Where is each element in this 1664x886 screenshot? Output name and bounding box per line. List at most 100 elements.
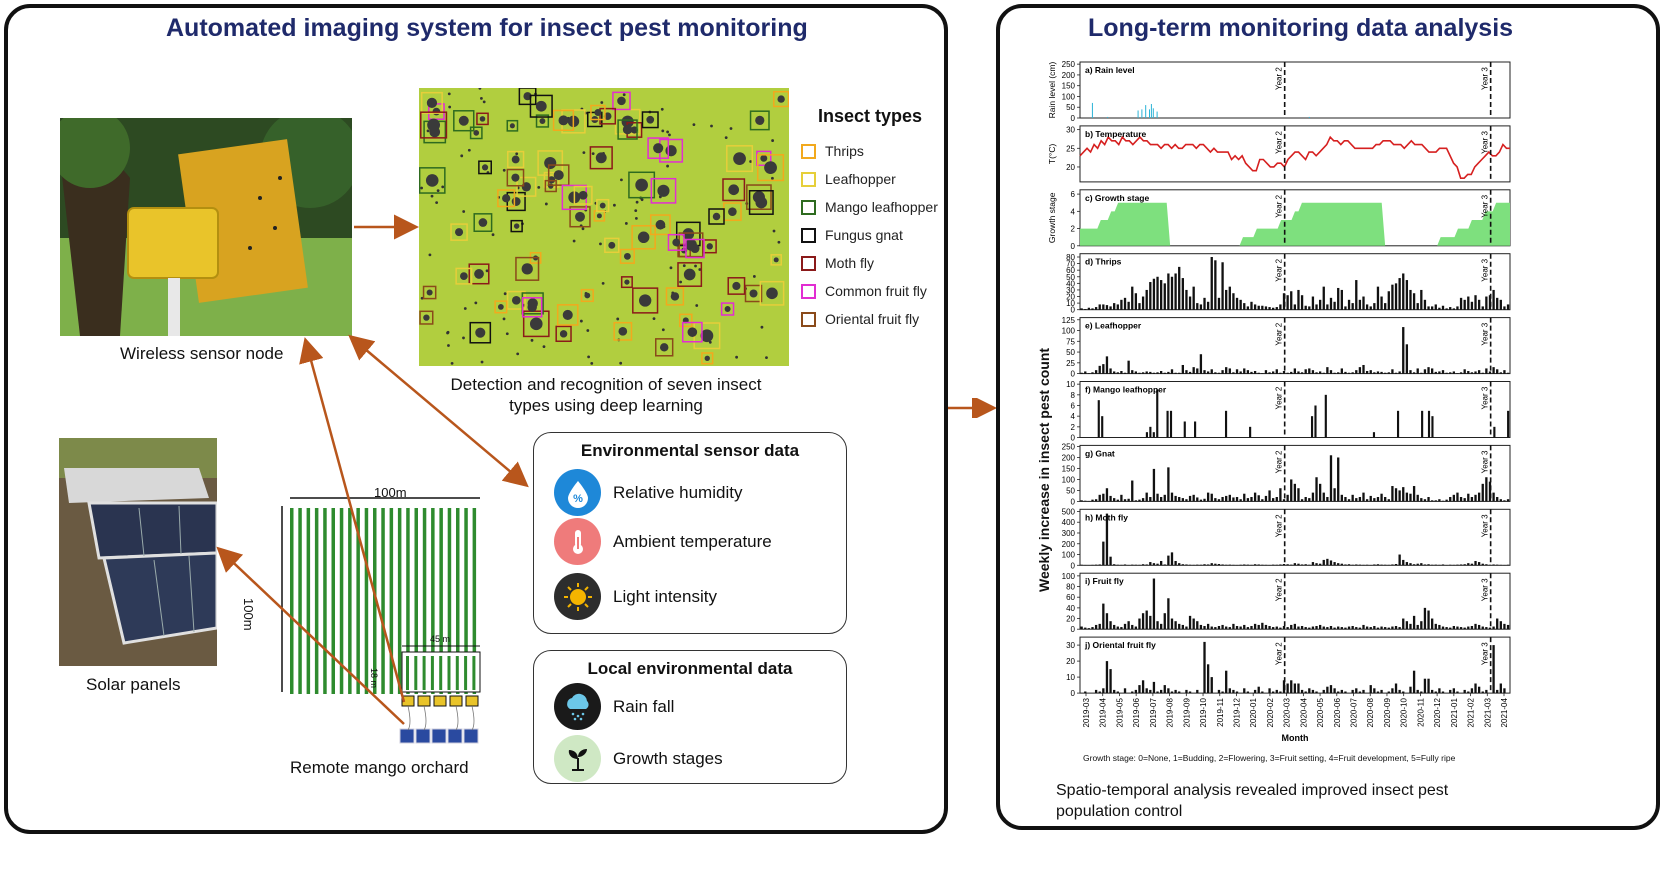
- chart-bar: [1412, 486, 1416, 502]
- chart-bar: [1206, 623, 1210, 630]
- subchart-title: j) Oriental fruit fly: [1084, 640, 1156, 650]
- chart-bar: [1148, 109, 1150, 118]
- chart-bar: [1101, 416, 1104, 438]
- subchart-title: a) Rain level: [1085, 65, 1135, 75]
- chart-bar: [1333, 301, 1336, 310]
- month-tick-label: 2020-08: [1366, 698, 1375, 728]
- chart-bar: [1170, 276, 1174, 310]
- chart-bar: [1376, 691, 1380, 694]
- chart-bar: [1080, 308, 1083, 310]
- tick-label: 75: [1066, 337, 1075, 346]
- chart-bar: [1496, 497, 1499, 502]
- chart-bar: [1178, 691, 1181, 694]
- chart-bar: [1467, 296, 1470, 310]
- sensor-node-caption: Wireless sensor node: [120, 344, 284, 363]
- chart-bar: [1116, 372, 1119, 374]
- chart-bar: [1409, 370, 1412, 374]
- month-tick-label: 2021-02: [1467, 698, 1476, 728]
- chart-bar: [1373, 498, 1376, 502]
- chart-bar: [1159, 689, 1163, 694]
- tick-label: 0: [1071, 497, 1076, 506]
- chart-bar: [1470, 563, 1474, 566]
- month-tick-label: 2019-10: [1199, 698, 1208, 728]
- month-tick-label: 2019-03: [1082, 698, 1091, 728]
- chart-bar: [1094, 689, 1098, 694]
- subchart-ylabel: T(°C): [1047, 144, 1057, 165]
- chart-bar: [1102, 493, 1105, 502]
- chart-bar: [1416, 494, 1419, 502]
- chart-bar: [1481, 306, 1484, 310]
- chart-bar: [1315, 691, 1318, 694]
- chart-bar: [1318, 371, 1322, 374]
- chart-bar: [1210, 677, 1213, 694]
- chart-bar: [1084, 691, 1087, 694]
- chart-bar: [1214, 372, 1217, 374]
- chart-bar: [1416, 689, 1419, 694]
- chart-bar: [1297, 683, 1300, 694]
- chart-bar: [1485, 368, 1488, 374]
- insect-legend-item: Thrips: [801, 143, 864, 159]
- chart-bar: [1322, 626, 1325, 630]
- chart-bar: [1412, 564, 1416, 566]
- chart-bar: [1329, 370, 1333, 374]
- chart-bar: [1373, 303, 1376, 310]
- chart-bar: [1196, 497, 1199, 502]
- tick-label: 2: [1071, 225, 1076, 234]
- chart-bar: [1217, 372, 1221, 374]
- chart-bar: [1492, 492, 1495, 502]
- chart-bar: [1300, 626, 1304, 630]
- chart-bar: [1123, 564, 1127, 566]
- chart-bar: [1297, 563, 1300, 566]
- chart-bar: [1206, 564, 1210, 566]
- chart-bar: [1181, 498, 1184, 502]
- chart-bar: [1196, 689, 1199, 694]
- chart-bar: [1159, 623, 1163, 630]
- month-tick-label: 2019-08: [1166, 698, 1175, 728]
- chart-bar: [1304, 627, 1307, 630]
- chart-bar: [1477, 492, 1481, 502]
- chart-bar: [1156, 111, 1158, 118]
- legend-label: Mango leafhopper: [825, 199, 938, 215]
- chart-bar: [1137, 110, 1139, 118]
- chart-bar: [1394, 283, 1398, 310]
- chart-bar: [1344, 627, 1347, 630]
- chart-bar: [1369, 370, 1372, 374]
- chart-bar: [1225, 670, 1228, 694]
- chart-bar: [1225, 289, 1228, 310]
- chart-bar: [1300, 499, 1304, 502]
- tick-label: 6: [1071, 402, 1076, 411]
- tick-label: 0: [1071, 306, 1076, 315]
- chart-bar: [1391, 564, 1394, 566]
- insect-legend-item: Fungus gnat: [801, 227, 903, 243]
- chart-bar: [1333, 488, 1336, 502]
- chart-bar: [1217, 689, 1221, 694]
- chart-bar: [1304, 369, 1307, 374]
- chart-bar: [1362, 624, 1365, 630]
- chart-bar: [1145, 105, 1147, 118]
- chart-bar: [1438, 307, 1441, 310]
- chart-bar: [1196, 368, 1199, 374]
- chart-bar: [1134, 371, 1138, 374]
- tick-label: 4: [1071, 412, 1076, 421]
- chart-bar: [1398, 627, 1401, 630]
- chart-bar: [1376, 627, 1380, 630]
- chart-bar: [1459, 372, 1463, 374]
- chart-bar: [1333, 372, 1336, 374]
- chart-bar: [1427, 367, 1430, 374]
- chart-bar: [1105, 488, 1109, 502]
- chart-bar: [1315, 626, 1318, 630]
- chart-bar: [1145, 371, 1148, 374]
- chart-bar: [1503, 500, 1506, 502]
- growth-stage-note: Growth stage: 0=None, 1=Budding, 2=Flowe…: [1083, 753, 1456, 763]
- chart-bar: [1290, 479, 1293, 502]
- env-row-humidity: % Relative humidity: [554, 469, 742, 516]
- tick-label: 30: [1066, 286, 1075, 295]
- chart-bar: [1272, 564, 1275, 566]
- chart-bar: [1087, 628, 1091, 630]
- chart-bar: [1452, 494, 1455, 502]
- chart-bar: [1131, 370, 1134, 374]
- chart-bar: [1279, 372, 1282, 374]
- chart-bar: [1149, 689, 1152, 694]
- chart-bar: [1261, 622, 1264, 630]
- tick-label: 2: [1071, 423, 1076, 432]
